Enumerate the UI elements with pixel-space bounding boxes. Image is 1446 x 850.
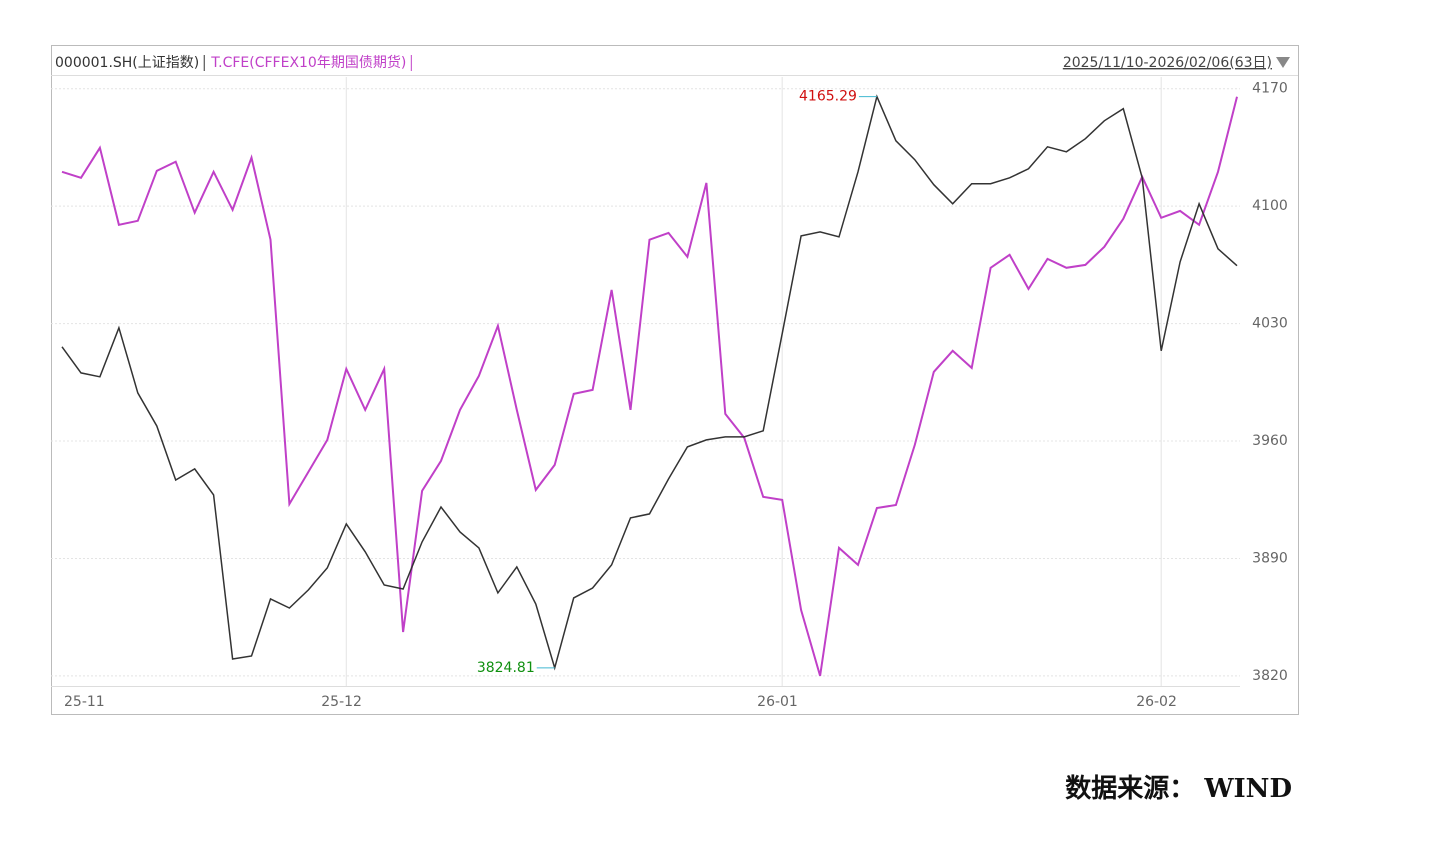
y-tick-label: 3890: [1252, 550, 1288, 566]
y-tick-label: 3820: [1252, 668, 1288, 684]
frame: [51, 45, 1299, 715]
x-tick-label: 26-02: [1136, 694, 1177, 710]
x-tick-label: 26-01: [757, 694, 798, 710]
legend-entry: 000001.SH(上证指数): [55, 55, 199, 71]
legend-entry: T.CFE(CFFEX10年期国债期货): [210, 54, 406, 71]
extreme-label: 3824.81: [477, 660, 535, 676]
date-range[interactable]: 2025/11/10-2026/02/06(63日): [1063, 55, 1272, 71]
y-tick-label: 4030: [1252, 316, 1288, 332]
dropdown-arrow[interactable]: [1276, 57, 1290, 68]
extreme-label: 4165.29: [799, 89, 857, 105]
x-tick-label: 25-12: [321, 694, 362, 710]
x-tick-label: 25-11: [64, 694, 105, 710]
series-line: [61, 96, 1238, 677]
y-tick-label: 3960: [1252, 433, 1288, 449]
series-line: [61, 94, 1238, 671]
y-tick-label: 4100: [1252, 198, 1288, 214]
source-note: 数据来源： WIND: [1065, 774, 1292, 804]
y-tick-label: 4170: [1252, 81, 1288, 97]
